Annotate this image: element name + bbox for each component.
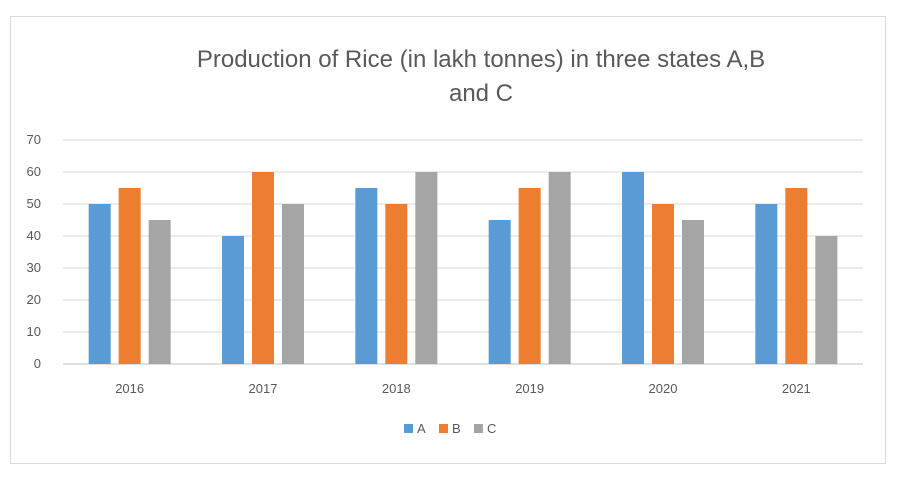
bar-chart: Production of Rice (in lakh tonnes) in t… [27, 46, 863, 436]
bar-c-2016 [148, 220, 171, 364]
bar-c-2021 [815, 236, 838, 364]
legend: A B C [404, 421, 496, 436]
y-tick-label: 0 [34, 356, 41, 371]
legend-label-b: B [452, 421, 461, 436]
x-axis-ticks: 2016 2017 2018 2019 2020 2021 [115, 381, 811, 396]
legend-label-c: C [487, 421, 496, 436]
x-tick-label: 2018 [382, 381, 411, 396]
x-tick-label: 2016 [115, 381, 144, 396]
y-tick-label: 40 [27, 228, 41, 243]
chart-title-line-2: and C [449, 80, 513, 107]
chart-title: Production of Rice (in lakh tonnes) in t… [197, 46, 765, 107]
bar-b-2016 [118, 188, 141, 364]
y-tick-label: 30 [27, 260, 41, 275]
gridlines [63, 139, 863, 365]
bar-a-2017 [222, 236, 244, 364]
chart-frame: Production of Rice (in lakh tonnes) in t… [10, 16, 886, 464]
bar-a-2021 [755, 204, 778, 364]
y-tick-label: 50 [27, 196, 41, 211]
bar-b-2021 [785, 188, 808, 364]
legend-swatch-a [404, 424, 413, 433]
bar-b-2019 [518, 188, 541, 364]
legend-swatch-b [439, 424, 448, 433]
bars [88, 172, 838, 364]
y-axis-ticks: 0 10 20 30 40 50 60 70 [27, 132, 41, 371]
bar-a-2020 [622, 172, 644, 364]
bar-a-2019 [488, 220, 511, 364]
bar-c-2019 [548, 172, 571, 364]
y-tick-label: 10 [27, 324, 41, 339]
bar-c-2018 [415, 172, 438, 364]
bar-c-2017 [282, 204, 304, 364]
bar-c-2020 [682, 220, 704, 364]
y-tick-label: 20 [27, 292, 41, 307]
chart-title-line-1: Production of Rice (in lakh tonnes) in t… [197, 46, 765, 73]
x-tick-label: 2019 [515, 381, 544, 396]
bar-b-2018 [385, 204, 408, 364]
bar-b-2017 [252, 172, 274, 364]
bar-a-2018 [355, 188, 378, 364]
bar-b-2020 [652, 204, 674, 364]
bar-a-2016 [88, 204, 111, 364]
x-tick-label: 2017 [249, 381, 278, 396]
y-tick-label: 70 [27, 132, 41, 147]
x-tick-label: 2020 [649, 381, 678, 396]
x-tick-label: 2021 [782, 381, 811, 396]
legend-label-a: A [417, 421, 426, 436]
legend-swatch-c [474, 424, 483, 433]
y-tick-label: 60 [27, 164, 41, 179]
